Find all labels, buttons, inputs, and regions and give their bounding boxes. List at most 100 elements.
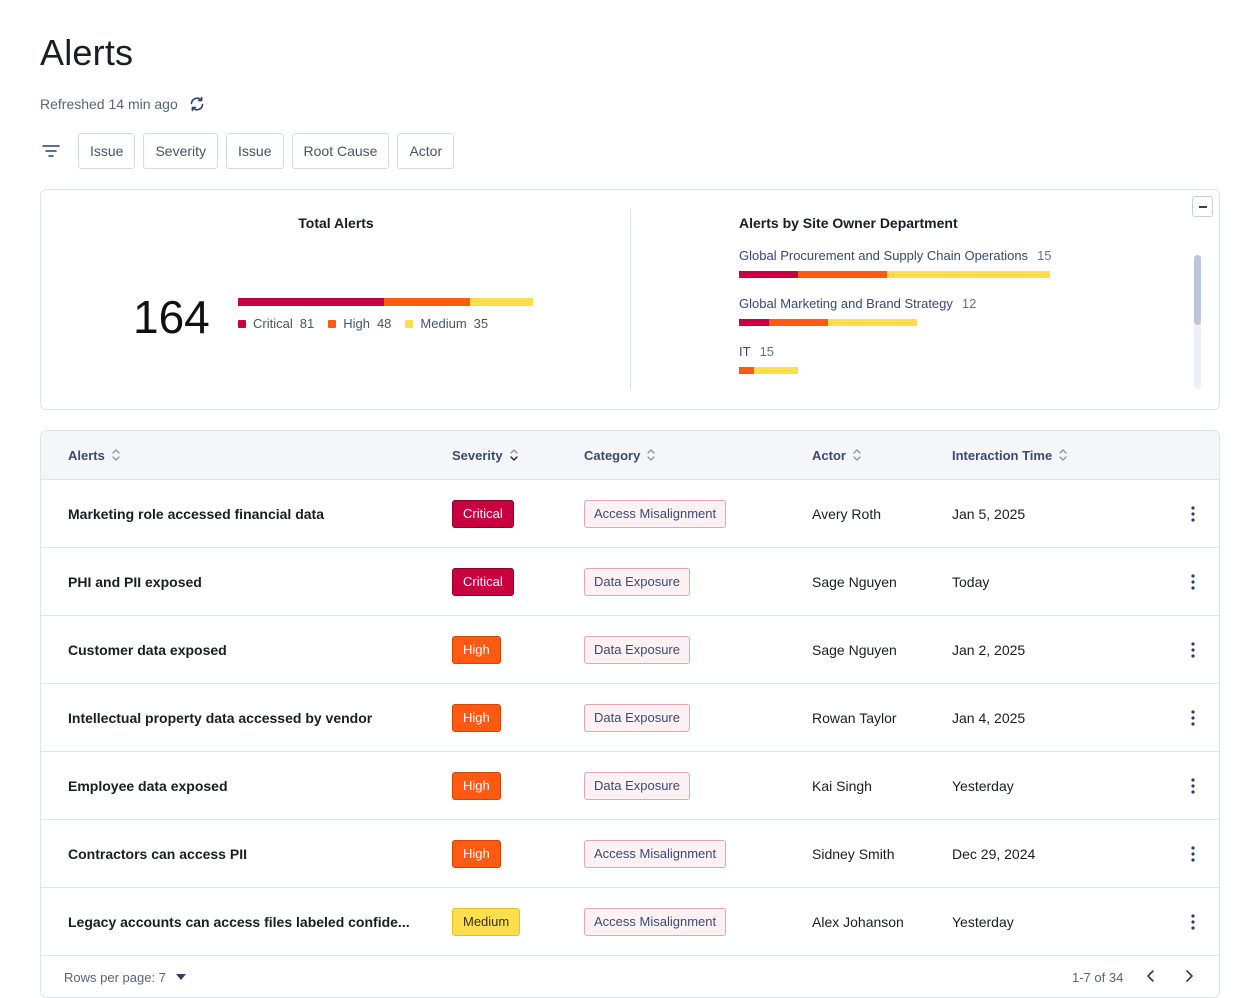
- medium-swatch: [405, 319, 414, 328]
- row-menu-button[interactable]: [1183, 640, 1203, 660]
- interaction-time: Yesterday: [952, 777, 1014, 794]
- alert-title[interactable]: Contractors can access PII: [68, 845, 247, 862]
- row-menu-button[interactable]: [1183, 844, 1203, 864]
- dept-count: 12: [961, 296, 977, 311]
- severity-badge: Critical: [452, 567, 514, 596]
- medium-segment: [827, 319, 917, 326]
- filter-chip-issue-2[interactable]: Issue: [226, 133, 284, 169]
- interaction-time: Jan 2, 2025: [952, 641, 1026, 658]
- interaction-time: Jan 4, 2025: [952, 709, 1026, 726]
- alert-title[interactable]: Customer data exposed: [68, 641, 227, 658]
- next-page-button[interactable]: [1179, 966, 1199, 989]
- category-cell: Data Exposure: [584, 616, 690, 683]
- dept-scrollbar-thumb[interactable]: [1194, 255, 1201, 325]
- refresh-status: Refreshed 14 min ago: [40, 94, 206, 114]
- dept-count: 15: [759, 344, 775, 359]
- medium-segment: [470, 298, 533, 306]
- row-menu-button[interactable]: [1183, 708, 1203, 728]
- alert-title[interactable]: Intellectual property data accessed by v…: [68, 709, 373, 726]
- refresh-icon[interactable]: [188, 95, 206, 113]
- col-alerts-label: Alerts: [68, 447, 105, 463]
- filter-chip-severity[interactable]: Severity: [143, 133, 219, 169]
- table-row[interactable]: Employee data exposed High Data Exposure Ka…: [41, 752, 1219, 820]
- severity-badge: High: [452, 771, 501, 800]
- dept-name: Global Procurement and Supply Chain Oper…: [739, 248, 1029, 263]
- table-row[interactable]: Customer data exposed High Data Exposure Sa…: [41, 616, 1219, 684]
- rows-per-page[interactable]: Rows per page: 7: [64, 957, 186, 997]
- pagination: 1-7 of 34: [1072, 957, 1199, 997]
- caret-down-icon: [175, 974, 186, 980]
- category-cell: Access Misalignment: [584, 888, 727, 955]
- prev-page-button[interactable]: [1141, 966, 1161, 989]
- col-interaction-time-label: Interaction Time: [952, 447, 1053, 463]
- more-vertical-icon: [1191, 846, 1195, 862]
- severity-cell: High: [452, 820, 501, 887]
- summary-divider: [630, 209, 631, 390]
- interaction-time: Dec 29, 2024: [952, 845, 1036, 862]
- category-tag: Data Exposure: [584, 703, 690, 732]
- more-vertical-icon: [1191, 506, 1195, 522]
- table-row[interactable]: Legacy accounts can access files labeled…: [41, 888, 1219, 956]
- col-alerts[interactable]: Alerts: [68, 431, 121, 479]
- legend-critical-count: 81: [299, 316, 315, 331]
- category-cell: Data Exposure: [584, 752, 690, 819]
- table-row[interactable]: Intellectual property data accessed by v…: [41, 684, 1219, 752]
- filter-chip-issue[interactable]: Issue: [78, 133, 136, 169]
- more-vertical-icon: [1191, 642, 1195, 658]
- critical-segment: [238, 298, 384, 306]
- filter-icon[interactable]: [40, 133, 62, 169]
- col-severity[interactable]: Severity: [452, 431, 519, 479]
- more-vertical-icon: [1191, 710, 1195, 726]
- dept-item[interactable]: Global Procurement and Supply Chain Oper…: [739, 248, 1052, 278]
- col-category[interactable]: Category: [584, 431, 656, 479]
- dept-severity-bar: [739, 319, 976, 326]
- col-actor[interactable]: Actor: [812, 431, 862, 479]
- row-menu-button[interactable]: [1183, 572, 1203, 592]
- dept-item[interactable]: Global Marketing and Brand Strategy 12: [739, 296, 976, 326]
- chevron-left-icon: [1147, 969, 1155, 982]
- table-row[interactable]: Contractors can access PII High Access Mis…: [41, 820, 1219, 888]
- rows-per-page-label: Rows per page: 7: [64, 969, 166, 985]
- actor-name: Sage Nguyen: [812, 573, 897, 590]
- interaction-time: Today: [952, 573, 990, 590]
- critical-segment: [739, 271, 799, 278]
- row-menu-button[interactable]: [1183, 504, 1203, 524]
- alert-title[interactable]: Employee data exposed: [68, 777, 228, 794]
- row-menu-button[interactable]: [1183, 776, 1203, 796]
- alert-title[interactable]: Marketing role accessed financial data: [68, 505, 324, 522]
- row-menu-button[interactable]: [1183, 912, 1203, 932]
- dept-item[interactable]: IT 15: [739, 344, 799, 374]
- table-row[interactable]: Marketing role accessed financial data Cr…: [41, 480, 1219, 548]
- category-tag: Access Misalignment: [584, 499, 727, 528]
- collapse-button[interactable]: [1192, 196, 1213, 217]
- severity-cell: High: [452, 616, 501, 683]
- legend-high-label: High: [343, 316, 370, 331]
- severity-legend: Critical 81 High 48 Medium 35: [238, 316, 488, 331]
- legend-medium-count: 35: [473, 316, 489, 331]
- interaction-time: Jan 5, 2025: [952, 505, 1026, 522]
- col-interaction-time[interactable]: Interaction Time: [952, 431, 1068, 479]
- critical-swatch: [238, 319, 246, 328]
- more-vertical-icon: [1191, 574, 1195, 590]
- chevron-right-icon: [1186, 969, 1194, 982]
- dept-scrollbar[interactable]: [1194, 255, 1201, 389]
- alert-title[interactable]: PHI and PII exposed: [68, 573, 202, 590]
- severity-badge: High: [452, 839, 501, 868]
- category-cell: Data Exposure: [584, 684, 690, 751]
- dept-title: Alerts by Site Owner Department: [739, 215, 958, 231]
- alert-title[interactable]: Legacy accounts can access files labeled…: [68, 913, 410, 930]
- table-row[interactable]: PHI and PII exposed Critical Data Exposure…: [41, 548, 1219, 616]
- dept-severity-bar: [739, 271, 1052, 278]
- total-alerts-title: Total Alerts: [298, 215, 374, 231]
- filter-chip-actor[interactable]: Actor: [397, 133, 455, 169]
- high-segment: [798, 271, 887, 278]
- legend-high: High 48: [328, 316, 391, 331]
- severity-badge: Medium: [452, 907, 521, 936]
- legend-medium: Medium 35: [405, 316, 488, 331]
- table-footer: Rows per page: 7 1-7 of 34: [41, 957, 1219, 997]
- filter-chip-root-cause[interactable]: Root Cause: [291, 133, 390, 169]
- category-cell: Access Misalignment: [584, 480, 727, 547]
- severity-cell: High: [452, 684, 501, 751]
- interaction-time: Yesterday: [952, 913, 1014, 930]
- col-category-label: Category: [584, 447, 641, 463]
